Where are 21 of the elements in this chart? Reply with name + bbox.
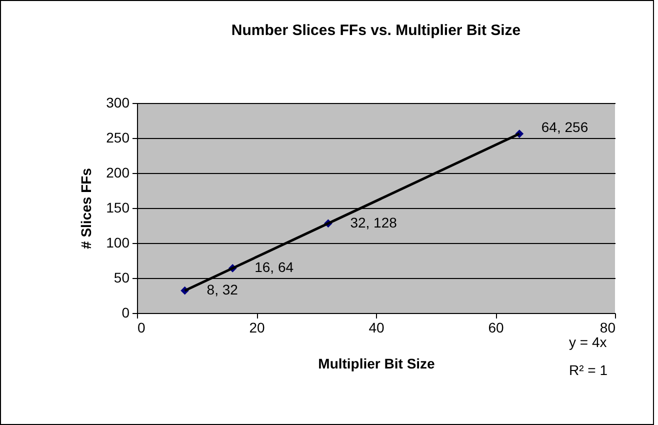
- x-tick-label: 20: [249, 320, 265, 336]
- y-tick-label: 0: [122, 304, 130, 320]
- y-tick-label: 250: [106, 130, 130, 146]
- y-tick-label: 100: [106, 234, 130, 250]
- x-tick-label: 40: [368, 320, 384, 336]
- x-axis-title: Multiplier Bit Size: [318, 356, 436, 372]
- y-tick-label: 200: [106, 164, 130, 180]
- chart-title: Number Slices FFs vs. Multiplier Bit Size: [231, 22, 521, 39]
- y-tick-label: 50: [114, 270, 130, 286]
- y-tick-label: 300: [106, 94, 130, 110]
- x-tick-label: 60: [488, 320, 504, 336]
- data-label: 32, 128: [350, 214, 398, 230]
- y-axis-title: # Slices FFs: [78, 168, 94, 249]
- text: y = 4x: [569, 334, 607, 350]
- text: R² = 1: [569, 362, 608, 378]
- y-tick-label: 150: [106, 200, 130, 216]
- data-label: 64, 256: [541, 118, 588, 135]
- data-label: 16, 64: [254, 259, 294, 276]
- x-tick-label: 0: [138, 320, 146, 336]
- data-label: 8, 32: [206, 282, 238, 298]
- x-tick-label: 80: [600, 320, 616, 336]
